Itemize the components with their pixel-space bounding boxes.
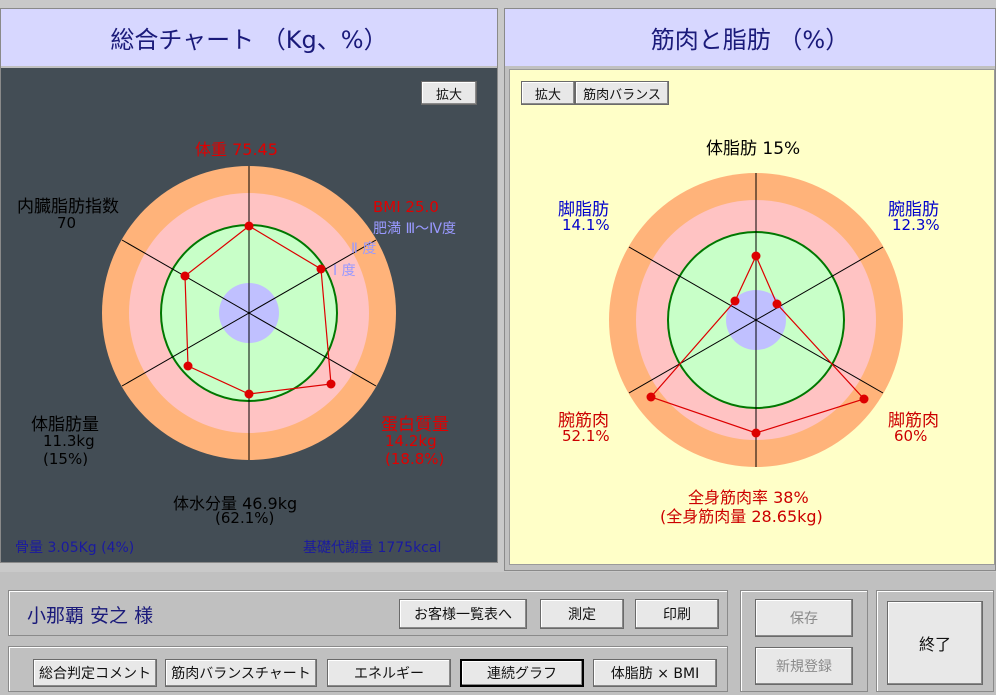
exit-button[interactable]: 終了 [887, 601, 983, 685]
leg-fat-title: 脚脂肪 [558, 200, 609, 220]
leg-fat-value: 14.1% [562, 216, 610, 234]
mf-point-arm-fat [772, 299, 782, 309]
muscle-rate-label: 全身筋肉率 38% [688, 488, 809, 507]
mf-point-leg-muscle [859, 394, 869, 404]
protein-pct: (18.8%) [385, 450, 445, 468]
point-weight [244, 221, 254, 231]
mf-axis-diag2 [628, 246, 884, 394]
point-protein [326, 379, 336, 389]
overall-comment-button[interactable]: 総合判定コメント [33, 659, 157, 687]
weight-label: 体重 75.45 [195, 140, 278, 159]
fat-bmi-button[interactable]: 体脂肪 × BMI [593, 659, 717, 687]
muscle-fat-expand-button[interactable]: 拡大 [521, 81, 575, 105]
mf-point-body-muscle [751, 428, 761, 438]
arm-muscle-value: 52.1% [562, 427, 610, 445]
leg-muscle-value: 60% [894, 427, 928, 445]
arm-fat-value: 12.3% [892, 216, 940, 234]
bone-label: 骨量 3.05Kg (4%) [15, 540, 135, 556]
fat-title: 体脂肪量 [31, 415, 99, 435]
bmi-label: BMI 25.0 [373, 198, 439, 216]
muscle-fat-chart-area: 拡大 筋肉バランス 体脂肪 15% 脚脂肪 14.1% 腕脂肪 12.3% 腕筋… [509, 69, 995, 565]
overall-radar-chart [102, 166, 396, 460]
grade1-label: Ⅰ 度 [333, 263, 356, 279]
customer-group: 小那覇 安之 様 お客様一覧表へ 測定 印刷 [8, 590, 728, 636]
graph-buttons-group: 総合判定コメント 筋肉バランスチャート エネルギー 連続グラフ 体脂肪 × BM… [8, 646, 728, 692]
obese-grade-label: 肥満 Ⅲ～Ⅳ度 [373, 221, 457, 237]
save-button[interactable]: 保存 [755, 599, 853, 637]
overall-chart-area: 拡大 体重 75.45 BMI 25.0 肥満 Ⅲ～Ⅳ度 Ⅱ 度 Ⅰ 度 内臓脂… [1, 68, 497, 562]
point-water [244, 389, 254, 399]
overall-chart-title: 総合チャート （Kg、%） [1, 9, 497, 66]
muscle-balance-chart-button[interactable]: 筋肉バランスチャート [165, 659, 317, 687]
point-visceral [180, 271, 190, 281]
new-register-button[interactable]: 新規登録 [755, 647, 853, 685]
exit-group: 終了 [876, 590, 994, 692]
overall-chart-panel: 総合チャート （Kg、%） 拡大 体重 75.45 BMI 25.0 肥満 Ⅲ～… [0, 8, 498, 563]
point-bmi [316, 264, 326, 274]
water-pct: (62.1%) [215, 509, 275, 527]
overall-expand-button[interactable]: 拡大 [421, 81, 477, 105]
mf-point-body-fat [751, 251, 761, 261]
axis-bmi-fat [121, 239, 377, 387]
protein-value: 14.2kg [385, 432, 437, 450]
customer-name: 小那覇 安之 様 [27, 605, 154, 627]
body-fat-label: 体脂肪 15% [706, 139, 801, 159]
muscle-fat-title: 筋肉と脂肪 （%） [505, 9, 995, 66]
arm-fat-title: 腕脂肪 [888, 200, 939, 220]
print-button[interactable]: 印刷 [635, 599, 719, 629]
protein-title: 蛋白質量 [381, 415, 449, 435]
customer-list-button[interactable]: お客様一覧表へ [399, 599, 527, 629]
point-fat [183, 361, 193, 371]
muscle-fat-radar-chart [609, 173, 903, 467]
arm-muscle-title: 腕筋肉 [558, 411, 609, 431]
bottom-control-area: 小那覇 安之 様 お客様一覧表へ 測定 印刷 総合判定コメント 筋肉バランスチャ… [0, 572, 996, 695]
mf-point-leg-fat [730, 296, 740, 306]
continuous-graph-button[interactable]: 連続グラフ [460, 659, 584, 687]
bmr-label: 基礎代謝量 1775kcal [303, 540, 442, 556]
water-title: 体水分量 46.9kg [173, 494, 298, 513]
muscle-fat-panel: 筋肉と脂肪 （%） 拡大 筋肉バランス 体脂肪 15% 脚脂肪 14.1% 腕脂… [504, 8, 996, 571]
visceral-value: 70 [57, 214, 77, 232]
muscle-mass-label: (全身筋肉量 28.65kg) [660, 507, 823, 526]
energy-button[interactable]: エネルギー [327, 659, 451, 687]
measure-button[interactable]: 測定 [540, 599, 624, 629]
leg-muscle-title: 脚筋肉 [888, 411, 939, 431]
fat-pct: (15%) [43, 450, 89, 468]
fat-value: 11.3kg [43, 432, 95, 450]
mf-point-arm-muscle [646, 392, 656, 402]
grade2-label: Ⅱ 度 [351, 241, 377, 257]
save-group: 保存 新規登録 [740, 590, 868, 692]
visceral-title: 内臓脂肪指数 [17, 197, 119, 217]
muscle-balance-button[interactable]: 筋肉バランス [575, 81, 669, 105]
